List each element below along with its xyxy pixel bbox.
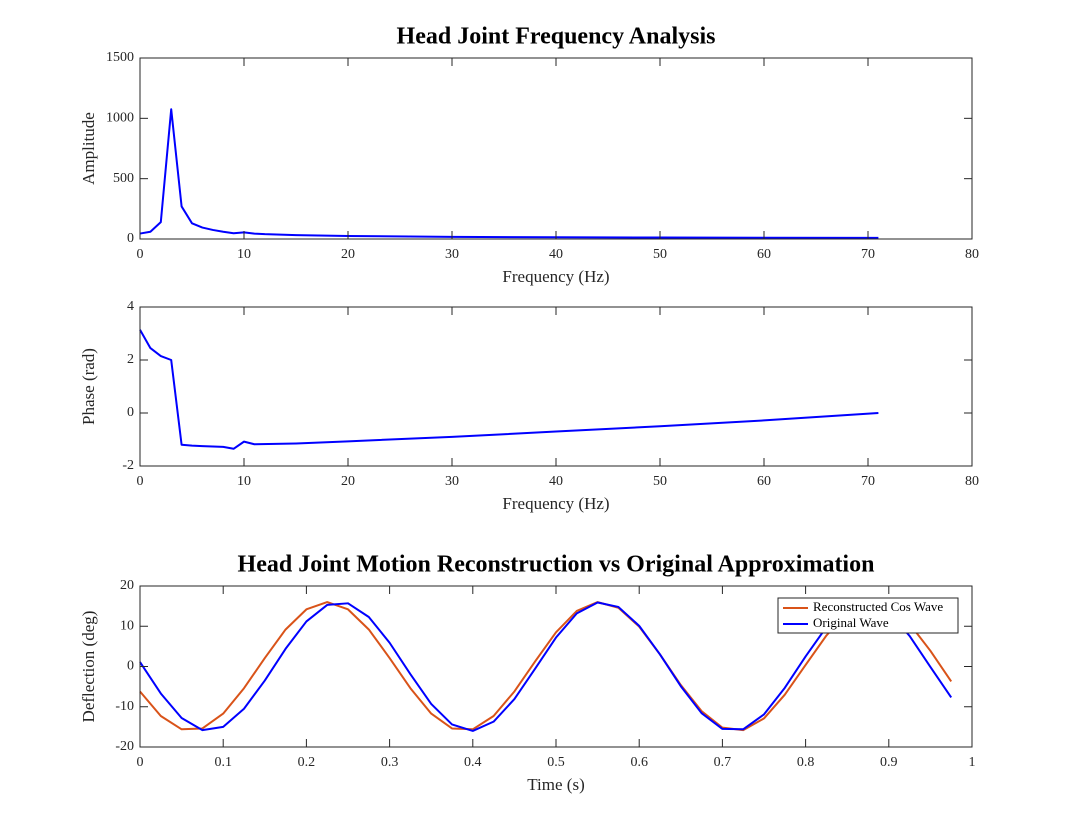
x-tick-label: 20 bbox=[341, 474, 355, 489]
y-tick-label: -20 bbox=[115, 739, 134, 754]
y-tick-label: -2 bbox=[122, 458, 134, 473]
x-tick-label: 70 bbox=[861, 474, 875, 489]
data-line bbox=[139, 329, 879, 450]
legend-box bbox=[777, 597, 959, 634]
x-tick-label: 40 bbox=[549, 474, 563, 489]
data-line bbox=[139, 108, 879, 239]
plot-area bbox=[140, 58, 972, 239]
y-tick-label: 2 bbox=[127, 352, 134, 367]
y-tick-label: 10 bbox=[120, 618, 134, 633]
x-tick-label: 80 bbox=[965, 247, 979, 262]
y-tick-label: 0 bbox=[127, 405, 134, 420]
x-axis-label: Time (s) bbox=[527, 775, 584, 794]
y-axis-label: Phase (rad) bbox=[79, 348, 98, 425]
x-tick-label: 1 bbox=[969, 755, 976, 770]
y-tick-label: 500 bbox=[113, 171, 134, 186]
x-tick-label: 0.9 bbox=[880, 755, 898, 770]
x-tick-label: 80 bbox=[965, 474, 979, 489]
x-tick-label: 10 bbox=[237, 474, 251, 489]
y-tick-label: -10 bbox=[115, 699, 134, 714]
y-tick-label: 0 bbox=[127, 231, 134, 246]
x-tick-label: 0.5 bbox=[547, 755, 565, 770]
y-tick-label: 20 bbox=[120, 578, 134, 593]
y-tick-label: 4 bbox=[127, 299, 134, 314]
x-tick-label: 60 bbox=[757, 247, 771, 262]
x-tick-label: 0.2 bbox=[298, 755, 316, 770]
x-tick-label: 0 bbox=[137, 474, 144, 489]
chart-title: Head Joint Frequency Analysis bbox=[397, 24, 716, 50]
x-tick-label: 0.8 bbox=[797, 755, 815, 770]
chart-title: Head Joint Motion Reconstruction vs Orig… bbox=[238, 552, 875, 578]
x-tick-label: 30 bbox=[445, 474, 459, 489]
data-line bbox=[139, 601, 953, 732]
x-axis-label: Frequency (Hz) bbox=[502, 267, 609, 286]
x-tick-label: 20 bbox=[341, 247, 355, 262]
x-tick-label: 50 bbox=[653, 247, 667, 262]
x-tick-label: 0.7 bbox=[714, 755, 732, 770]
x-tick-label: 0.3 bbox=[381, 755, 399, 770]
y-tick-label: 1500 bbox=[106, 50, 134, 65]
y-axis-label: Deflection (deg) bbox=[79, 611, 98, 723]
y-tick-label: 0 bbox=[127, 659, 134, 674]
x-tick-label: 0 bbox=[137, 755, 144, 770]
y-axis-label: Amplitude bbox=[79, 112, 98, 185]
x-tick-label: 30 bbox=[445, 247, 459, 262]
x-tick-label: 0.4 bbox=[464, 755, 482, 770]
legend-label: Original Wave bbox=[813, 615, 889, 630]
x-tick-label: 40 bbox=[549, 247, 563, 262]
legend-label: Reconstructed Cos Wave bbox=[813, 599, 943, 614]
x-tick-label: 0.6 bbox=[630, 755, 648, 770]
x-tick-label: 50 bbox=[653, 474, 667, 489]
x-axis-label: Frequency (Hz) bbox=[502, 494, 609, 513]
plot-area bbox=[140, 307, 972, 466]
x-tick-label: 10 bbox=[237, 247, 251, 262]
x-tick-label: 70 bbox=[861, 247, 875, 262]
data-line bbox=[139, 601, 953, 732]
y-tick-label: 1000 bbox=[106, 111, 134, 126]
x-tick-label: 60 bbox=[757, 474, 771, 489]
x-tick-label: 0.1 bbox=[214, 755, 232, 770]
x-tick-label: 0 bbox=[137, 247, 144, 262]
